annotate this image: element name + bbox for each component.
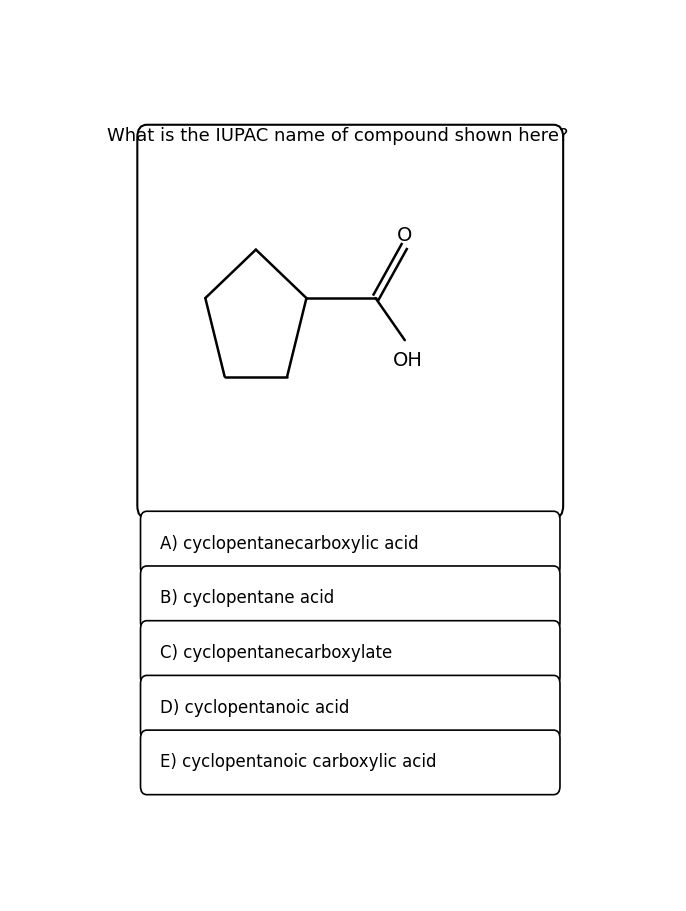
Text: E) cyclopentanoic carboxylic acid: E) cyclopentanoic carboxylic acid: [160, 753, 437, 772]
FancyBboxPatch shape: [141, 620, 560, 685]
FancyBboxPatch shape: [137, 125, 563, 518]
FancyBboxPatch shape: [141, 730, 560, 794]
Text: C) cyclopentanecarboxylate: C) cyclopentanecarboxylate: [160, 644, 392, 662]
FancyBboxPatch shape: [141, 675, 560, 740]
Text: What is the IUPAC name of compound shown here?: What is the IUPAC name of compound shown…: [107, 127, 569, 145]
Text: OH: OH: [392, 351, 423, 370]
Text: O: O: [397, 226, 412, 245]
Text: D) cyclopentanoic acid: D) cyclopentanoic acid: [160, 699, 350, 717]
Text: A) cyclopentanecarboxylic acid: A) cyclopentanecarboxylic acid: [160, 535, 419, 553]
FancyBboxPatch shape: [141, 566, 560, 630]
Text: B) cyclopentane acid: B) cyclopentane acid: [160, 589, 335, 608]
FancyBboxPatch shape: [141, 511, 560, 576]
